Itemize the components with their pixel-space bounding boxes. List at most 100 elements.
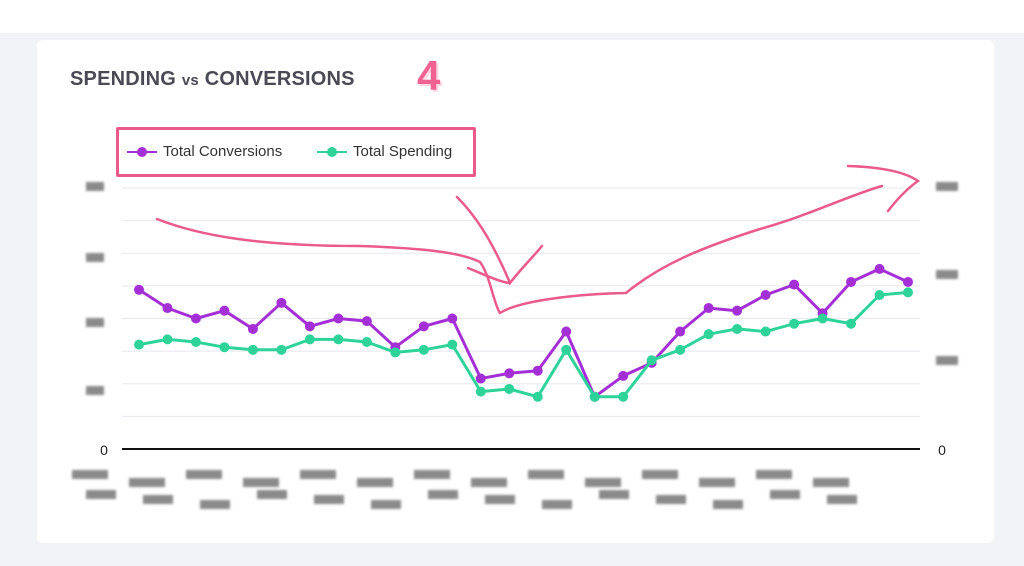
data-point-conversions[interactable] [846, 276, 857, 287]
legend-dot-conversions [137, 146, 147, 157]
blurred-tick-label [713, 500, 743, 509]
blurred-tick-label [936, 270, 958, 279]
data-point-spending[interactable] [390, 347, 401, 358]
blurred-tick-labels [72, 182, 958, 509]
blurred-tick-label [86, 318, 104, 327]
series-line-spending [138, 290, 909, 399]
blurred-tick-label [528, 470, 564, 479]
blurred-tick-label [143, 495, 173, 504]
blurred-tick-label [86, 253, 104, 262]
data-point-conversions[interactable] [190, 313, 201, 324]
blurred-tick-label [300, 470, 336, 479]
blurred-tick-label [485, 495, 515, 504]
data-point-spending[interactable] [618, 391, 629, 402]
blurred-tick-label [471, 478, 507, 487]
blurred-tick-label [357, 478, 393, 487]
data-point-spending[interactable] [760, 326, 771, 337]
blurred-tick-label [827, 495, 857, 504]
axis-tick-labels: 0 0 [100, 442, 946, 458]
blurred-tick-label [585, 478, 621, 487]
blurred-tick-label [414, 470, 450, 479]
data-point-conversions[interactable] [532, 365, 543, 376]
data-point-conversions[interactable] [162, 303, 173, 314]
dip-arrow-annotation [455, 195, 544, 286]
data-point-spending[interactable] [475, 386, 486, 397]
step-number-badge: 4 [417, 52, 441, 99]
data-point-spending[interactable] [304, 334, 315, 345]
data-point-spending[interactable] [447, 339, 458, 350]
blurred-tick-label [936, 182, 958, 191]
data-point-spending[interactable] [162, 334, 173, 345]
blurred-tick-label [770, 490, 800, 499]
data-point-conversions[interactable] [418, 321, 429, 332]
blurred-tick-label [86, 490, 116, 499]
legend-label-conversions: Total Conversions [163, 143, 283, 160]
data-point-conversions[interactable] [789, 279, 800, 290]
data-point-spending[interactable] [732, 323, 743, 334]
data-point-conversions[interactable] [447, 313, 458, 324]
data-point-conversions[interactable] [618, 370, 629, 381]
blurred-tick-label [813, 478, 849, 487]
data-point-spending[interactable] [504, 383, 515, 394]
data-point-conversions[interactable] [760, 290, 771, 301]
blurred-tick-label [756, 470, 792, 479]
title-vs: vs [181, 72, 199, 89]
up-arrow-annotation [846, 164, 921, 213]
data-point-conversions[interactable] [247, 323, 258, 334]
data-point-spending[interactable] [134, 339, 144, 350]
data-point-conversions[interactable] [219, 305, 230, 316]
blurred-tick-label [186, 470, 222, 479]
title-conversions: CONVERSIONS [204, 68, 355, 90]
blurred-tick-label [642, 470, 678, 479]
legend-highlight-box: Total Conversions Total Spending [116, 127, 476, 177]
data-point-conversions[interactable] [703, 303, 714, 314]
data-point-conversions[interactable] [732, 305, 743, 316]
data-point-spending[interactable] [646, 355, 657, 366]
data-point-conversions[interactable] [304, 321, 315, 332]
blurred-tick-label [936, 356, 958, 365]
data-point-spending[interactable] [703, 329, 714, 340]
data-point-spending[interactable] [418, 344, 429, 355]
data-point-spending[interactable] [561, 344, 572, 355]
data-point-spending[interactable] [675, 344, 686, 355]
data-point-spending[interactable] [874, 290, 885, 301]
blurred-tick-label [371, 500, 401, 509]
data-point-conversions[interactable] [561, 326, 572, 337]
data-point-spending[interactable] [589, 391, 600, 402]
legend-item-conversions[interactable]: Total Conversions [127, 143, 282, 160]
data-point-spending[interactable] [219, 342, 230, 353]
series-line-conversions [138, 267, 909, 399]
data-point-conversions[interactable] [903, 276, 913, 287]
left-axis-zero-label: 0 [100, 442, 108, 458]
data-point-conversions[interactable] [276, 297, 287, 308]
data-point-conversions[interactable] [333, 313, 344, 324]
blurred-tick-label [129, 478, 165, 487]
data-point-spending[interactable] [361, 336, 372, 347]
data-point-spending[interactable] [247, 344, 258, 355]
data-point-conversions[interactable] [675, 326, 686, 337]
data-point-conversions[interactable] [874, 263, 885, 274]
legend-swatch-spending [317, 146, 347, 157]
series [134, 263, 913, 402]
legend-dot-spending [327, 146, 337, 157]
data-point-spending[interactable] [789, 318, 800, 329]
data-point-spending[interactable] [903, 287, 913, 298]
data-point-conversions[interactable] [361, 316, 372, 327]
blurred-tick-label [257, 490, 287, 499]
legend-item-spending[interactable]: Total Spending [317, 143, 452, 160]
right-axis-zero-label: 0 [938, 442, 946, 458]
data-point-spending[interactable] [190, 336, 201, 347]
chart-title: SPENDING vs CONVERSIONS [70, 68, 355, 91]
data-point-conversions[interactable] [475, 373, 486, 384]
data-point-spending[interactable] [817, 313, 828, 324]
data-point-spending[interactable] [846, 318, 857, 329]
data-point-spending[interactable] [333, 334, 344, 345]
legend-swatch-conversions [127, 146, 157, 157]
blurred-tick-label [314, 495, 344, 504]
blurred-tick-label [72, 470, 108, 479]
data-point-conversions[interactable] [134, 284, 144, 295]
data-point-spending[interactable] [276, 344, 287, 355]
hand-drawn-annotations [155, 164, 921, 315]
data-point-spending[interactable] [532, 391, 543, 402]
data-point-conversions[interactable] [504, 368, 515, 379]
